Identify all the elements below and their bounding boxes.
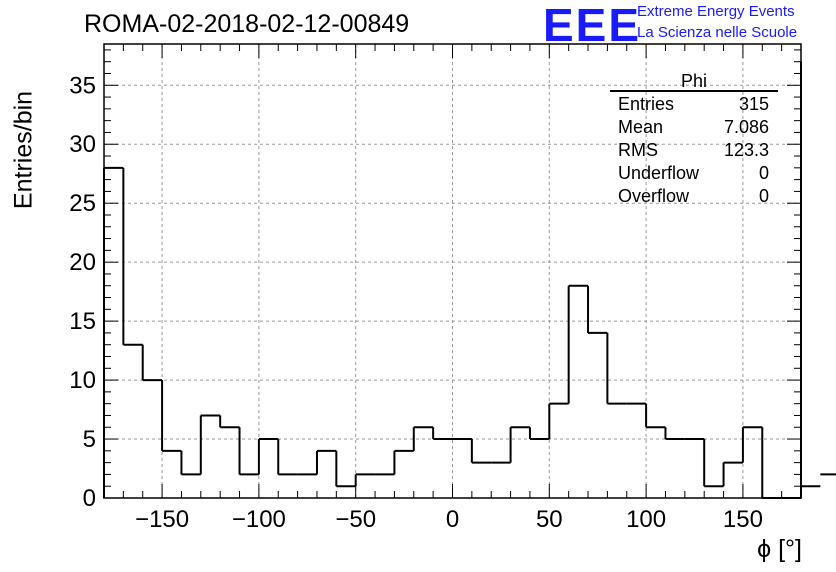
stats-row-label: Mean: [618, 117, 663, 137]
x-tick-label: 150: [723, 506, 763, 533]
x-tick-label: 100: [626, 506, 666, 533]
x-tick-label: −100: [232, 506, 286, 533]
x-axis-label: ϕ [°]: [757, 535, 802, 563]
y-tick-label: 35: [69, 72, 96, 99]
x-tick-label: −150: [135, 506, 189, 533]
stats-row-value: 7.086: [724, 117, 769, 137]
stats-row-value: 0: [759, 163, 769, 183]
stats-row-value: 315: [739, 94, 769, 114]
y-tick-label: 5: [83, 426, 96, 453]
logo-line-1: Extreme Energy Events: [637, 3, 795, 20]
stats-row-value: 123.3: [724, 140, 769, 160]
y-tick-label: 20: [69, 249, 96, 276]
y-tick-label: 30: [69, 131, 96, 158]
stats-row-label: Entries: [618, 94, 674, 114]
stats-row-value: 0: [759, 186, 769, 206]
logo-line-2: La Scienza nelle Scuole: [637, 24, 798, 41]
stats-row-label: RMS: [618, 140, 658, 160]
y-tick-label: 15: [69, 308, 96, 335]
stats-row-label: Overflow: [618, 186, 690, 206]
x-tick-label: 50: [536, 506, 563, 533]
y-tick-label: 25: [69, 190, 96, 217]
chart-title: ROMA-02-2018-02-12-00849: [84, 10, 410, 38]
y-tick-label: 0: [83, 485, 96, 512]
x-tick-label: −50: [335, 506, 376, 533]
stats-box-title: Phi: [681, 71, 707, 91]
eee-logo: EEE: [543, 0, 642, 51]
y-tick-label: 10: [69, 367, 96, 394]
x-tick-label: 0: [446, 506, 459, 533]
stats-row-label: Underflow: [618, 163, 700, 183]
